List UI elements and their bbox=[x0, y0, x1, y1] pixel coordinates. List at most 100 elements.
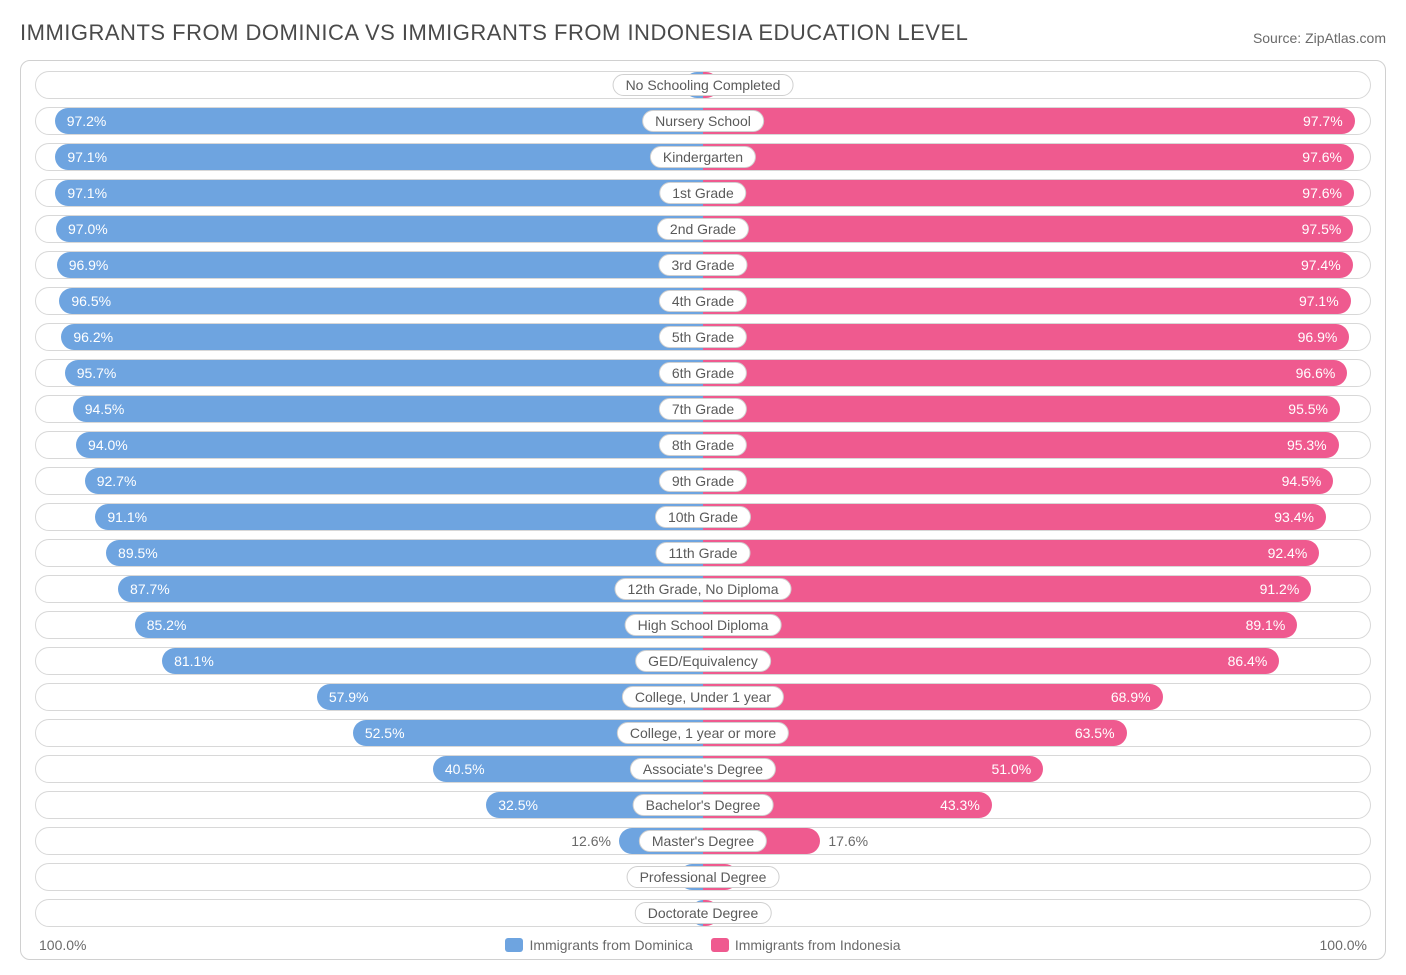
bar-right: 89.1% bbox=[703, 612, 1297, 638]
bar-row: 91.1%93.4%10th Grade bbox=[35, 503, 1371, 531]
bar-left-value: 96.9% bbox=[69, 257, 109, 273]
legend-item-left: Immigrants from Dominica bbox=[505, 937, 692, 953]
category-label: 8th Grade bbox=[659, 434, 747, 456]
bar-row: 96.2% 96.9%5th Grade bbox=[35, 323, 1371, 351]
bar-row: 95.7% 96.6% 6th Grade bbox=[35, 359, 1371, 387]
bar-right-value: 51.0% bbox=[991, 761, 1031, 777]
bar-row: 52.5% 63.5% College, 1 year or more bbox=[35, 719, 1371, 747]
bar-left-value: 97.1% bbox=[67, 149, 107, 165]
chart-source: Source: ZipAtlas.com bbox=[1253, 30, 1386, 46]
chart-legend: Immigrants from Dominica Immigrants from… bbox=[505, 937, 900, 953]
bar-right-value: 95.3% bbox=[1287, 437, 1327, 453]
bar-row: 57.9% 68.9% College, Under 1 year bbox=[35, 683, 1371, 711]
bar-right: 96.9% bbox=[703, 324, 1349, 350]
bar-row: 96.9% 97.4% 3rd Grade bbox=[35, 251, 1371, 279]
legend-swatch-left bbox=[505, 938, 523, 952]
bar-row: 97.1% 97.6% 1st Grade bbox=[35, 179, 1371, 207]
bar-right: 91.2% bbox=[703, 576, 1311, 602]
bar-row: 2.8%2.4%No Schooling Completed bbox=[35, 71, 1371, 99]
bar-right: 97.6% bbox=[703, 144, 1354, 170]
bar-left: 91.1% bbox=[95, 504, 703, 530]
bar-left: 85.2% bbox=[135, 612, 703, 638]
bar-right-value: 97.4% bbox=[1301, 257, 1341, 273]
chart-footer: 100.0% Immigrants from Dominica Immigran… bbox=[35, 935, 1371, 953]
bar-row: 1.4%2.4%Doctorate Degree bbox=[35, 899, 1371, 927]
bar-left-value: 95.7% bbox=[77, 365, 117, 381]
bar-left-value: 32.5% bbox=[498, 797, 538, 813]
category-label: Kindergarten bbox=[650, 146, 756, 168]
category-label: 5th Grade bbox=[659, 326, 747, 348]
category-label: 6th Grade bbox=[659, 362, 747, 384]
bar-left: 96.5% bbox=[59, 288, 703, 314]
bar-right-value: 97.1% bbox=[1299, 293, 1339, 309]
bar-row: 89.5% 92.4% 11th Grade bbox=[35, 539, 1371, 567]
bar-left: 96.2% bbox=[61, 324, 703, 350]
bar-left: 92.7% bbox=[85, 468, 703, 494]
bar-row: 12.6%17.6%Master's Degree bbox=[35, 827, 1371, 855]
bar-left: 81.1% bbox=[162, 648, 703, 674]
bar-left-value: 97.1% bbox=[67, 185, 107, 201]
bar-right-value: 92.4% bbox=[1268, 545, 1308, 561]
category-label: 7th Grade bbox=[659, 398, 747, 420]
category-label: 3rd Grade bbox=[658, 254, 747, 276]
bar-right-value: 89.1% bbox=[1246, 617, 1286, 633]
bar-left-value: 85.2% bbox=[147, 617, 187, 633]
bar-left: 97.1% bbox=[55, 180, 703, 206]
bar-right: 92.4% bbox=[703, 540, 1319, 566]
bar-left: 89.5% bbox=[106, 540, 703, 566]
bar-left-value: 87.7% bbox=[130, 581, 170, 597]
bar-right-value: 96.6% bbox=[1296, 365, 1336, 381]
category-label: 1st Grade bbox=[659, 182, 746, 204]
category-label: 10th Grade bbox=[655, 506, 751, 528]
bar-right: 97.6% bbox=[703, 180, 1354, 206]
category-label: No Schooling Completed bbox=[613, 74, 794, 96]
bar-row: 85.2%89.1%High School Diploma bbox=[35, 611, 1371, 639]
category-label: 2nd Grade bbox=[657, 218, 749, 240]
bar-row: 97.2% 97.7% Nursery School bbox=[35, 107, 1371, 135]
bar-right-value: 68.9% bbox=[1111, 689, 1151, 705]
bar-right-value: 97.6% bbox=[1302, 185, 1342, 201]
bar-right-value: 97.6% bbox=[1302, 149, 1342, 165]
bar-left-value: 81.1% bbox=[174, 653, 214, 669]
bar-left-value: 92.7% bbox=[97, 473, 137, 489]
bar-row: 87.7% 91.2% 12th Grade, No Diploma bbox=[35, 575, 1371, 603]
category-label: College, Under 1 year bbox=[622, 686, 784, 708]
bar-left: 96.9% bbox=[57, 252, 703, 278]
bar-right-value: 91.2% bbox=[1260, 581, 1300, 597]
bar-right-value: 63.5% bbox=[1075, 725, 1115, 741]
source-name: ZipAtlas.com bbox=[1305, 30, 1386, 46]
bar-row: 96.5% 97.1% 4th Grade bbox=[35, 287, 1371, 315]
bar-right: 97.7% bbox=[703, 108, 1355, 134]
bar-right-value: 86.4% bbox=[1228, 653, 1268, 669]
chart-header: IMMIGRANTS FROM DOMINICA VS IMMIGRANTS F… bbox=[10, 20, 1396, 60]
bar-right-value: 17.6% bbox=[828, 833, 868, 849]
bar-left-value: 52.5% bbox=[365, 725, 405, 741]
bar-right-value: 97.7% bbox=[1303, 113, 1343, 129]
bar-left-value: 97.2% bbox=[67, 113, 107, 129]
legend-item-right: Immigrants from Indonesia bbox=[711, 937, 901, 953]
bar-right: 94.5% bbox=[703, 468, 1333, 494]
category-label: Nursery School bbox=[642, 110, 764, 132]
bar-row: 94.0% 95.3% 8th Grade bbox=[35, 431, 1371, 459]
bar-left: 95.7% bbox=[65, 360, 703, 386]
bar-row: 81.1%86.4%GED/Equivalency bbox=[35, 647, 1371, 675]
bar-left-value: 94.5% bbox=[85, 401, 125, 417]
bar-right: 95.3% bbox=[703, 432, 1339, 458]
bar-row: 92.7%94.5%9th Grade bbox=[35, 467, 1371, 495]
category-label: 12th Grade, No Diploma bbox=[615, 578, 792, 600]
diverging-bar-chart: 2.8%2.4%No Schooling Completed 97.2% 97.7%… bbox=[20, 60, 1386, 960]
bar-right-value: 97.5% bbox=[1302, 221, 1342, 237]
category-label: Doctorate Degree bbox=[635, 902, 772, 924]
bar-left-value: 96.2% bbox=[73, 329, 113, 345]
bar-row: 94.5% 95.5%7th Grade bbox=[35, 395, 1371, 423]
bar-left-value: 57.9% bbox=[329, 689, 369, 705]
bar-right: 95.5% bbox=[703, 396, 1340, 422]
bar-right: 97.5% bbox=[703, 216, 1353, 242]
category-label: College, 1 year or more bbox=[617, 722, 789, 744]
bar-left: 97.0% bbox=[56, 216, 703, 242]
bar-left-value: 89.5% bbox=[118, 545, 158, 561]
category-label: 4th Grade bbox=[659, 290, 747, 312]
category-label: 11th Grade bbox=[655, 542, 750, 564]
bar-left: 94.0% bbox=[76, 432, 703, 458]
bar-row: 3.6%5.3%Professional Degree bbox=[35, 863, 1371, 891]
